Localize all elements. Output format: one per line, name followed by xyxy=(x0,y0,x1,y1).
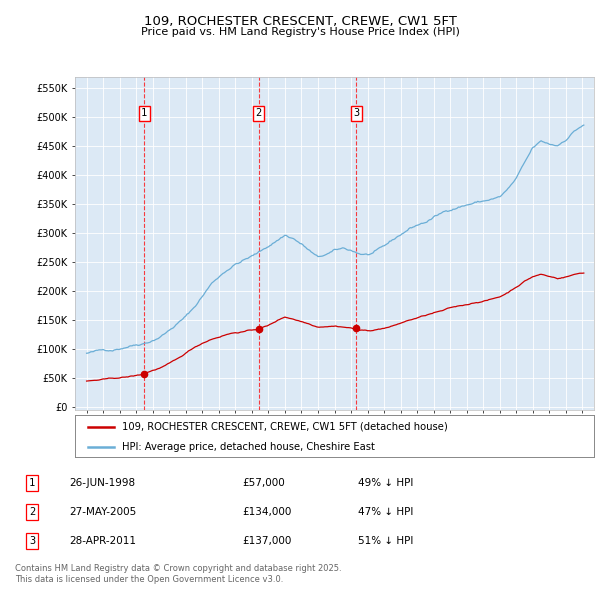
Text: 1: 1 xyxy=(141,108,148,118)
Text: 51% ↓ HPI: 51% ↓ HPI xyxy=(358,536,413,546)
Text: £57,000: £57,000 xyxy=(242,478,285,487)
Text: 47% ↓ HPI: 47% ↓ HPI xyxy=(358,507,413,517)
Text: This data is licensed under the Open Government Licence v3.0.: This data is licensed under the Open Gov… xyxy=(15,575,283,584)
Text: 49% ↓ HPI: 49% ↓ HPI xyxy=(358,478,413,487)
Text: Contains HM Land Registry data © Crown copyright and database right 2025.: Contains HM Land Registry data © Crown c… xyxy=(15,565,341,573)
Text: 3: 3 xyxy=(353,108,359,118)
Text: HPI: Average price, detached house, Cheshire East: HPI: Average price, detached house, Ches… xyxy=(122,442,374,451)
Text: Price paid vs. HM Land Registry's House Price Index (HPI): Price paid vs. HM Land Registry's House … xyxy=(140,27,460,37)
Text: 109, ROCHESTER CRESCENT, CREWE, CW1 5FT: 109, ROCHESTER CRESCENT, CREWE, CW1 5FT xyxy=(143,15,457,28)
Text: 28-APR-2011: 28-APR-2011 xyxy=(70,536,137,546)
Text: 109, ROCHESTER CRESCENT, CREWE, CW1 5FT (detached house): 109, ROCHESTER CRESCENT, CREWE, CW1 5FT … xyxy=(122,422,448,432)
Text: 3: 3 xyxy=(29,536,35,546)
Text: 1: 1 xyxy=(29,478,35,487)
Text: 2: 2 xyxy=(29,507,35,517)
Text: 2: 2 xyxy=(256,108,262,118)
Text: 27-MAY-2005: 27-MAY-2005 xyxy=(70,507,137,517)
Text: £137,000: £137,000 xyxy=(242,536,292,546)
Text: £134,000: £134,000 xyxy=(242,507,292,517)
Text: 26-JUN-1998: 26-JUN-1998 xyxy=(70,478,136,487)
